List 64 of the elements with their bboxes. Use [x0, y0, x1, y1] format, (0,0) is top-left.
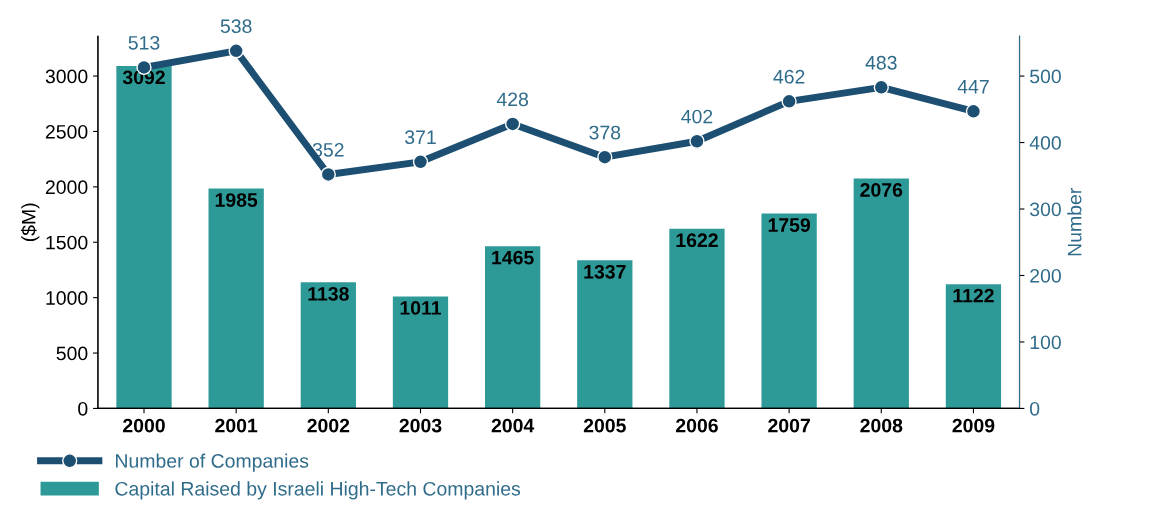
data-label: 1465	[492, 250, 534, 265]
data-label: 1622	[676, 233, 718, 248]
data-label: 1138	[308, 286, 349, 301]
bar	[116, 65, 172, 409]
point	[228, 43, 244, 59]
x-tick-label: 2007	[768, 418, 810, 433]
x-tick-label: 2004	[491, 418, 535, 433]
data-label: 1759	[768, 218, 811, 232]
bar	[577, 260, 633, 409]
data-label: 1011	[400, 301, 442, 315]
point	[873, 79, 889, 96]
point	[965, 103, 982, 119]
y2-tick-label: 300	[1029, 202, 1061, 217]
y2-tick-label: 0	[1030, 401, 1040, 416]
x-tick-label: 2001	[215, 418, 258, 433]
x-tick-label: 2009	[952, 418, 995, 433]
y-tick-label: 1000	[46, 291, 88, 305]
bar	[853, 178, 909, 409]
bar	[208, 188, 264, 409]
data-label: 378	[589, 125, 621, 140]
x-tick-label: 2005	[583, 418, 626, 433]
data-label: 462	[773, 69, 805, 84]
x-tick-label: 2000	[123, 418, 165, 433]
legend-label: Capital Raised by Israeli High-Tech Companies	[115, 481, 521, 500]
data-label: 513	[128, 35, 160, 50]
data-label: 483	[865, 55, 897, 70]
y2-tick-label: 500	[1030, 69, 1061, 84]
bar	[392, 296, 449, 409]
y-tick-label: 0	[78, 401, 88, 416]
y-axis-title: ($M)	[20, 203, 40, 242]
data-label: 1985	[215, 193, 258, 207]
x-tick-label: 2008	[860, 418, 903, 433]
bar	[484, 246, 541, 409]
bar	[669, 228, 725, 409]
point	[689, 133, 705, 149]
y2-axis-title: Number	[1067, 188, 1082, 256]
point	[781, 93, 797, 109]
y2-tick-label: 400	[1029, 136, 1061, 150]
x-tick-label: 2003	[399, 418, 442, 433]
x-tick-label: 2002	[307, 418, 350, 433]
y-tick-label: 500	[56, 346, 88, 361]
data-label: 1337	[584, 264, 626, 279]
bar	[945, 284, 1002, 409]
data-label: 2076	[860, 183, 903, 197]
y-tick-label: 2500	[45, 124, 88, 139]
y2-tick-label: 200	[1030, 268, 1061, 283]
data-label: 428	[496, 92, 529, 107]
data-label: 447	[957, 80, 989, 94]
data-label: 1122	[953, 288, 994, 303]
y-tick-label: 3000	[45, 69, 88, 84]
x-tick-label: 2006	[676, 418, 718, 433]
y2-tick-label: 100	[1030, 335, 1061, 350]
y-tick-label: 2000	[45, 180, 88, 195]
data-label: 402	[681, 109, 713, 124]
point	[412, 154, 429, 170]
point	[320, 166, 336, 183]
point	[597, 149, 613, 165]
point	[505, 116, 521, 132]
bar	[761, 213, 817, 409]
bar	[300, 282, 356, 409]
data-label: 538	[220, 19, 252, 34]
data-label: 371	[405, 130, 436, 145]
legend-label: Number of Companies	[116, 453, 309, 472]
y-tick-label: 1500	[46, 235, 88, 250]
